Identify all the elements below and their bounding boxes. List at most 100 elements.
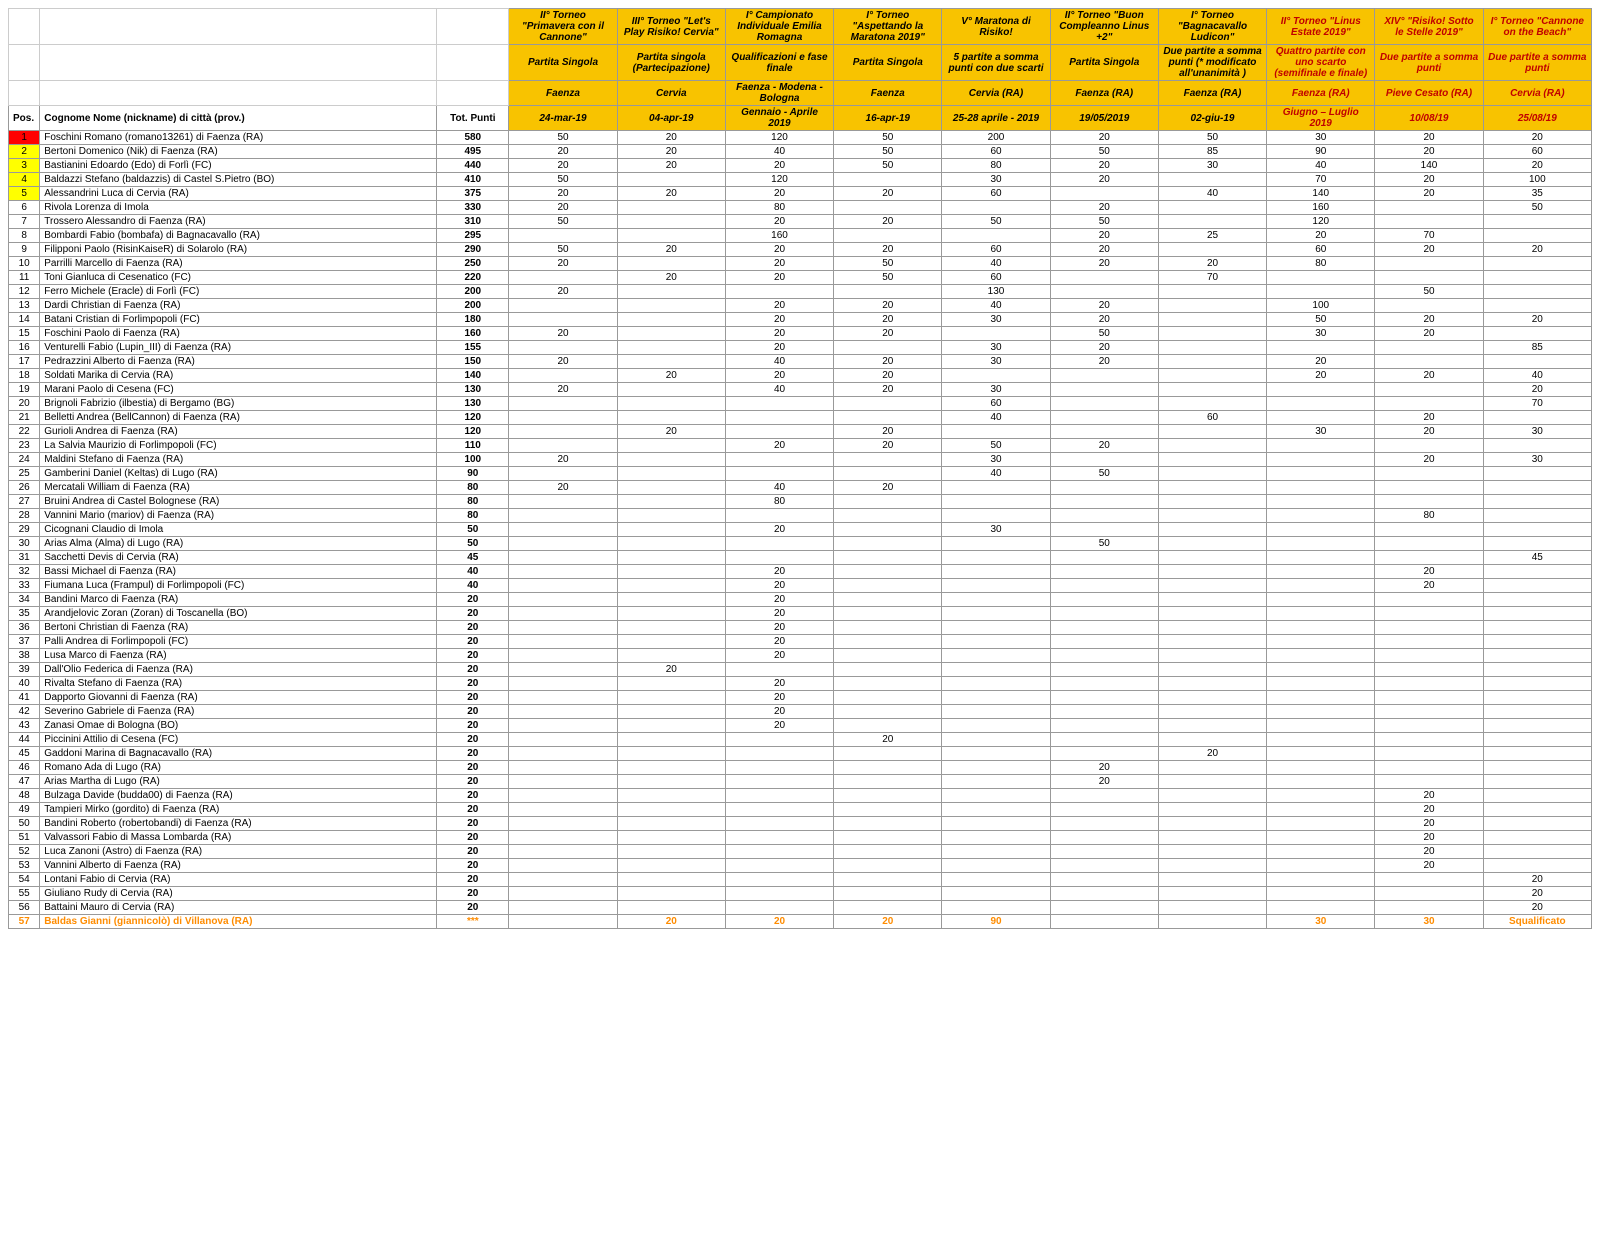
- event-cell: [1267, 481, 1375, 495]
- table-row: 56Battaini Mauro di Cervia (RA)2020: [9, 901, 1592, 915]
- event-cell: [725, 537, 833, 551]
- name-cell: Toni Gianluca di Cesenatico (FC): [40, 271, 437, 285]
- event-cell: [1158, 243, 1266, 257]
- event-cell: 40: [1267, 159, 1375, 173]
- event-cell: [1483, 817, 1591, 831]
- name-cell: Gaddoni Marina di Bagnacavallo (RA): [40, 747, 437, 761]
- pos-cell: 8: [9, 229, 40, 243]
- event-cell: 100: [1483, 173, 1591, 187]
- event-cell: [509, 635, 617, 649]
- event-cell: 20: [1267, 355, 1375, 369]
- event-cell: 20: [834, 327, 942, 341]
- event-cell: 30: [1483, 425, 1591, 439]
- event-cell: [1158, 873, 1266, 887]
- name-cell: Brignoli Fabrizio (ilbestia) di Bergamo …: [40, 397, 437, 411]
- event-cell: 40: [942, 299, 1050, 313]
- event-date-7: Giugno – Luglio 2019: [1267, 106, 1375, 131]
- event-cell: [617, 355, 725, 369]
- event-date-9: 25/08/19: [1483, 106, 1591, 131]
- event-cell: [1267, 285, 1375, 299]
- event-cell: [1267, 831, 1375, 845]
- event-cell: [1158, 299, 1266, 313]
- event-cell: 20: [1483, 901, 1591, 915]
- pos-cell: 21: [9, 411, 40, 425]
- table-row: 38Lusa Marco di Faenza (RA)2020: [9, 649, 1592, 663]
- event-cell: [509, 803, 617, 817]
- event-cell: [509, 621, 617, 635]
- tot-cell: 130: [437, 397, 509, 411]
- event-cell: [725, 733, 833, 747]
- event-cell: [834, 173, 942, 187]
- name-cell: Severino Gabriele di Faenza (RA): [40, 705, 437, 719]
- table-row: 25Gamberini Daniel (Keltas) di Lugo (RA)…: [9, 467, 1592, 481]
- event-cell: [942, 761, 1050, 775]
- event-cell: 20: [1050, 355, 1158, 369]
- event-cell: 30: [1158, 159, 1266, 173]
- event-cell: [509, 439, 617, 453]
- event-cell: [1050, 285, 1158, 299]
- tot-cell: 20: [437, 747, 509, 761]
- event-cell: [509, 691, 617, 705]
- event-cell: [1158, 691, 1266, 705]
- pos-cell: 53: [9, 859, 40, 873]
- event-cell: [1158, 453, 1266, 467]
- event-cell: 40: [725, 355, 833, 369]
- event-cell: [1267, 873, 1375, 887]
- event-cell: [1375, 691, 1483, 705]
- table-row: 47Arias Martha di Lugo (RA)2020: [9, 775, 1592, 789]
- event-cell: [725, 873, 833, 887]
- event-cell: [1375, 355, 1483, 369]
- event-cell: [617, 565, 725, 579]
- event-cell: [725, 453, 833, 467]
- event-cell: [1483, 845, 1591, 859]
- pos-cell: 7: [9, 215, 40, 229]
- event-cell: 20: [1375, 565, 1483, 579]
- event-cell: 20: [1267, 229, 1375, 243]
- pos-cell: 19: [9, 383, 40, 397]
- event-cell: 20: [1483, 313, 1591, 327]
- name-cell: Battaini Mauro di Cervia (RA): [40, 901, 437, 915]
- tot-cell: 200: [437, 299, 509, 313]
- event-cell: 20: [834, 383, 942, 397]
- event-cell: [1483, 299, 1591, 313]
- event-loc-4: Cervia (RA): [942, 81, 1050, 106]
- name-cell: Parrilli Marcello di Faenza (RA): [40, 257, 437, 271]
- event-cell: 50: [942, 439, 1050, 453]
- event-cell: [617, 551, 725, 565]
- event-loc-6: Faenza (RA): [1158, 81, 1266, 106]
- event-cell: [1483, 621, 1591, 635]
- event-cell: [617, 705, 725, 719]
- event-cell: [942, 747, 1050, 761]
- event-cell: 20: [1158, 747, 1266, 761]
- event-cell: [617, 607, 725, 621]
- tot-cell: 40: [437, 579, 509, 593]
- event-cell: [942, 845, 1050, 859]
- event-cell: 20: [1375, 789, 1483, 803]
- event-cell: [1050, 915, 1158, 929]
- event-cell: [942, 901, 1050, 915]
- event-cell: [1375, 873, 1483, 887]
- event-cell: 20: [1375, 411, 1483, 425]
- pos-cell: 4: [9, 173, 40, 187]
- table-row: 46Romano Ada di Lugo (RA)2020: [9, 761, 1592, 775]
- event-cell: [509, 663, 617, 677]
- event-cell: [1267, 453, 1375, 467]
- pos-cell: 47: [9, 775, 40, 789]
- event-cell: [942, 509, 1050, 523]
- name-cell: Baldas Gianni (giannicolò) di Villanova …: [40, 915, 437, 929]
- event-cell: 60: [1158, 411, 1266, 425]
- event-cell: [1158, 845, 1266, 859]
- event-cell: [1483, 747, 1591, 761]
- event-cell: [1158, 383, 1266, 397]
- tot-cell: 20: [437, 635, 509, 649]
- event-cell: [1158, 285, 1266, 299]
- pos-cell: 45: [9, 747, 40, 761]
- event-cell: [1050, 551, 1158, 565]
- pos-cell: 34: [9, 593, 40, 607]
- event-cell: [1483, 467, 1591, 481]
- tot-cell: 20: [437, 803, 509, 817]
- tot-cell: 80: [437, 509, 509, 523]
- event-cell: 70: [1483, 397, 1591, 411]
- table-row: 13Dardi Christian di Faenza (RA)20020204…: [9, 299, 1592, 313]
- table-row: 9Filipponi Paolo (RisinKaiseR) di Solaro…: [9, 243, 1592, 257]
